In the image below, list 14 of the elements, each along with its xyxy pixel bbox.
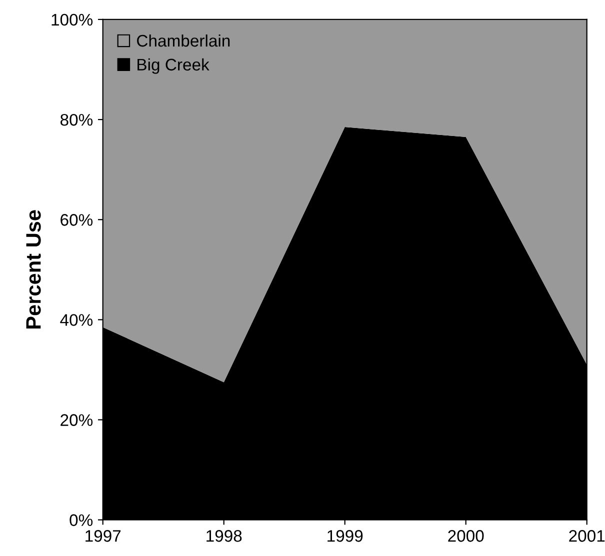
legend-label: Big Creek bbox=[138, 58, 210, 74]
y-tick-label: 100% bbox=[52, 14, 93, 26]
y-tick-label: 0% bbox=[70, 514, 93, 526]
y-tick-label: 80% bbox=[60, 114, 93, 126]
x-tick-label: 2001 bbox=[569, 530, 605, 542]
y-tick-label: 20% bbox=[60, 414, 93, 426]
legend-label: Chamberlain bbox=[137, 34, 230, 47]
y-tick-label: 60% bbox=[60, 214, 93, 226]
x-tick-label: 1999 bbox=[328, 530, 363, 542]
x-tick-label: 1998 bbox=[206, 530, 242, 542]
x-tick-label: 1997 bbox=[86, 530, 121, 542]
x-tick-label: 2000 bbox=[448, 530, 484, 542]
y-tick-label: 40% bbox=[60, 314, 93, 326]
y-axis-title: Percent Use bbox=[26, 210, 41, 328]
